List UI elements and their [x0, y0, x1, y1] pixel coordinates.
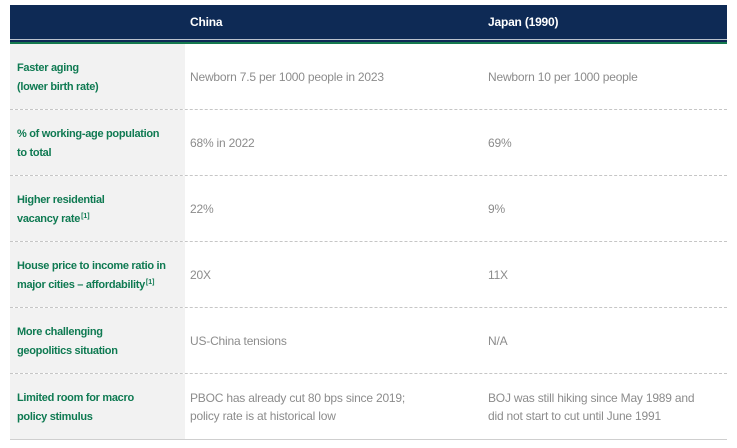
header-cell-empty [10, 5, 185, 39]
china-value-cell: Newborn 7.5 per 1000 people in 2023 [185, 44, 480, 109]
row-label-cell: Faster aging (lower birth rate) [10, 44, 185, 109]
table-row: Faster aging (lower birth rate) Newborn … [10, 44, 727, 110]
china-value-cell: 22% [185, 176, 480, 241]
japan-value-cell: Newborn 10 per 1000 people [480, 44, 727, 109]
header-underline-navy [10, 40, 727, 42]
row-label: Limited room for macro policy stimulus [17, 391, 134, 423]
china-value: PBOC has already cut 80 bps since 2019; … [190, 390, 405, 423]
row-label-cell: Higher residential vacancy rate[1] [10, 176, 185, 241]
row-label-cell: More challenging geopolitics situation [10, 308, 185, 373]
table-row: Higher residential vacancy rate[1] 22% 9… [10, 176, 727, 242]
header-underline-green [10, 42, 727, 44]
china-value-cell: 68% in 2022 [185, 110, 480, 175]
header-cell-japan: Japan (1990) [488, 15, 559, 29]
japan-value: 9% [488, 201, 505, 216]
china-value-cell: PBOC has already cut 80 bps since 2019; … [185, 374, 480, 439]
japan-value-cell: 9% [480, 176, 727, 241]
row-label: Faster aging (lower birth rate) [17, 61, 99, 93]
china-value: 20X [190, 267, 211, 282]
header-underline-light [10, 39, 727, 40]
table-row: % of working-age population to total 68%… [10, 110, 727, 176]
japan-value: N/A [488, 333, 508, 348]
japan-value-cell: BOJ was still hiking since May 1989 and … [480, 374, 727, 439]
china-value-cell: US-China tensions [185, 308, 480, 373]
china-value: US-China tensions [190, 333, 287, 348]
table-row: House price to income ratio in major cit… [10, 242, 727, 308]
japan-value-cell: N/A [480, 308, 727, 373]
japan-value: 11X [488, 267, 508, 282]
row-label-cell: Limited room for macro policy stimulus [10, 374, 185, 439]
footnote-marker: [1] [81, 212, 90, 220]
table-row: More challenging geopolitics situation U… [10, 308, 727, 374]
japan-value-cell: 69% [480, 110, 727, 175]
china-value: 22% [190, 201, 214, 216]
row-label: Higher residential vacancy rate [17, 193, 105, 225]
footnote-marker: [1] [145, 278, 155, 286]
header-cell-china: China [190, 15, 223, 29]
japan-value: 69% [488, 135, 512, 150]
table-row: Limited room for macro policy stimulus P… [10, 374, 727, 440]
table-header: China Japan (1990) [10, 5, 727, 39]
china-value: Newborn 7.5 per 1000 people in 2023 [190, 69, 384, 84]
china-value: 68% in 2022 [190, 135, 255, 150]
row-label-cell: House price to income ratio in major cit… [10, 242, 185, 307]
row-label: % of working-age population to total [17, 127, 160, 159]
japan-value: Newborn 10 per 1000 people [488, 69, 638, 84]
comparison-table: China Japan (1990) Faster aging (lower b… [10, 5, 727, 440]
row-label: House price to income ratio in major cit… [17, 259, 166, 291]
row-label: More challenging geopolitics situation [17, 325, 118, 357]
japan-value: BOJ was still hiking since May 1989 and … [488, 390, 695, 423]
japan-value-cell: 11X [480, 242, 727, 307]
china-value-cell: 20X [185, 242, 480, 307]
row-label-cell: % of working-age population to total [10, 110, 185, 175]
